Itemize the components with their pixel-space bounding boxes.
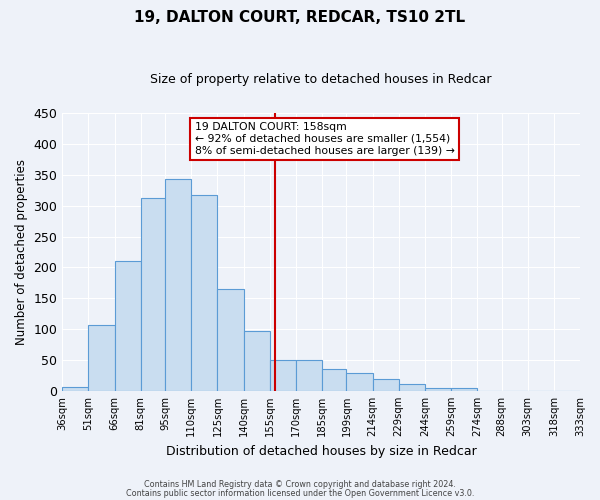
Bar	[191, 195, 217, 391]
Text: 19 DALTON COURT: 158sqm
← 92% of detached houses are smaller (1,554)
8% of semi-: 19 DALTON COURT: 158sqm ← 92% of detache…	[195, 122, 455, 156]
Bar	[399, 384, 425, 391]
Bar	[270, 360, 296, 391]
Bar	[141, 198, 165, 391]
Bar	[322, 368, 346, 391]
Bar	[165, 178, 191, 391]
Bar	[115, 262, 141, 391]
Text: Contains HM Land Registry data © Crown copyright and database right 2024.: Contains HM Land Registry data © Crown c…	[144, 480, 456, 489]
Text: Contains public sector information licensed under the Open Government Licence v3: Contains public sector information licen…	[126, 489, 474, 498]
X-axis label: Distribution of detached houses by size in Redcar: Distribution of detached houses by size …	[166, 444, 476, 458]
Bar	[217, 289, 244, 391]
Bar	[373, 379, 399, 391]
Bar	[244, 331, 270, 391]
Bar	[62, 387, 88, 391]
Bar	[88, 326, 115, 391]
Text: 19, DALTON COURT, REDCAR, TS10 2TL: 19, DALTON COURT, REDCAR, TS10 2TL	[134, 10, 466, 25]
Bar	[296, 360, 322, 391]
Title: Size of property relative to detached houses in Redcar: Size of property relative to detached ho…	[151, 72, 492, 86]
Bar	[451, 388, 477, 391]
Bar	[425, 388, 451, 391]
Bar	[346, 373, 373, 391]
Y-axis label: Number of detached properties: Number of detached properties	[15, 159, 28, 345]
